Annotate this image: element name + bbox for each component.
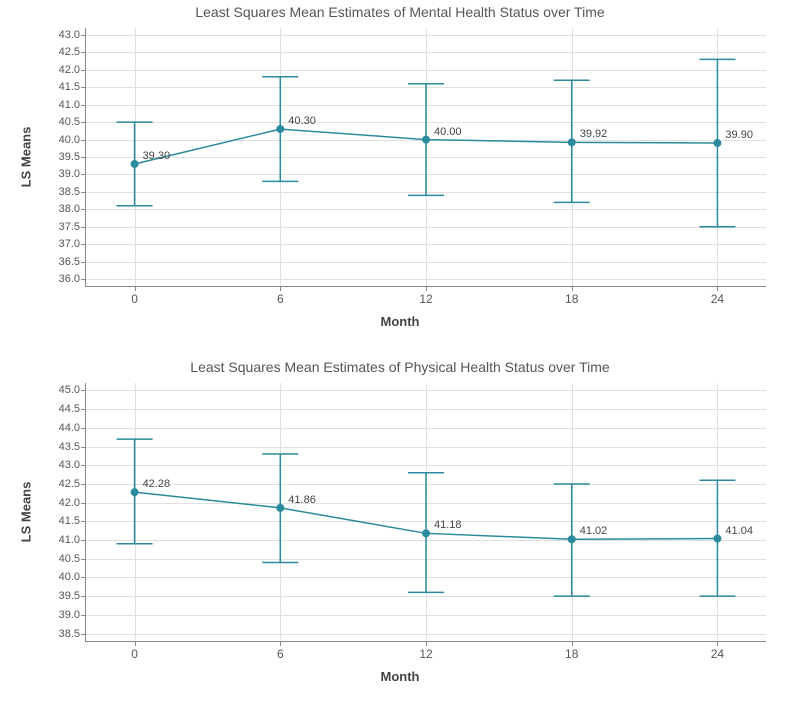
y-tick-label: 39.5 (59, 151, 86, 163)
y-tick-label: 42.0 (59, 497, 86, 509)
y-tick-label: 41.5 (59, 81, 86, 93)
x-tick-label: 18 (565, 286, 578, 306)
y-tick-label: 45.0 (59, 384, 86, 396)
y-tick-label: 43.0 (59, 29, 86, 41)
chart1-x-axis-label: Month (381, 314, 420, 329)
data-point-marker (422, 529, 430, 537)
data-point-marker (422, 136, 430, 144)
data-point-label: 41.02 (580, 525, 608, 537)
y-tick-label: 43.5 (59, 441, 86, 453)
data-point-label: 42.28 (143, 478, 171, 490)
data-point-label: 40.30 (288, 115, 316, 127)
chart1-title: Least Squares Mean Estimates of Mental H… (0, 4, 800, 20)
data-point-label: 41.18 (434, 519, 462, 531)
x-tick-label: 6 (277, 286, 284, 306)
chart-svg-overlay (86, 28, 766, 286)
y-tick-label: 39.0 (59, 168, 86, 180)
chart-svg-overlay (86, 383, 766, 641)
y-tick-label: 37.5 (59, 221, 86, 233)
data-point-label: 41.86 (288, 494, 316, 506)
x-tick-label: 18 (565, 641, 578, 661)
y-tick-label: 36.0 (59, 273, 86, 285)
data-point-marker (713, 139, 721, 147)
chart2-x-axis-label: Month (381, 669, 420, 684)
x-tick-label: 12 (419, 286, 432, 306)
x-tick-label: 24 (711, 286, 724, 306)
data-point-label: 39.92 (580, 128, 608, 140)
data-point-label: 39.90 (725, 129, 753, 141)
page-root: Least Squares Mean Estimates of Mental H… (0, 0, 800, 713)
y-tick-label: 38.0 (59, 203, 86, 215)
y-tick-label: 44.0 (59, 422, 86, 434)
data-point-label: 39.30 (143, 150, 171, 162)
chart2-title: Least Squares Mean Estimates of Physical… (0, 359, 800, 375)
data-point-marker (713, 535, 721, 543)
chart2-y-axis-label: LS Means (19, 482, 34, 543)
y-tick-label: 40.5 (59, 553, 86, 565)
chart2-plot-area: 38.539.039.540.040.541.041.542.042.543.0… (85, 383, 766, 642)
data-point-marker (568, 535, 576, 543)
y-tick-label: 44.5 (59, 403, 86, 415)
data-point-label: 41.04 (725, 525, 753, 537)
y-tick-label: 41.5 (59, 515, 86, 527)
y-tick-label: 43.0 (59, 459, 86, 471)
x-tick-label: 0 (131, 641, 138, 661)
y-tick-label: 40.0 (59, 571, 86, 583)
y-tick-label: 41.0 (59, 534, 86, 546)
y-tick-label: 36.5 (59, 256, 86, 268)
y-tick-label: 39.0 (59, 609, 86, 621)
y-tick-label: 42.0 (59, 64, 86, 76)
data-point-label: 40.00 (434, 126, 462, 138)
data-point-marker (131, 488, 139, 496)
chart1-y-axis-label: LS Means (19, 127, 34, 188)
data-point-marker (276, 125, 284, 133)
x-tick-label: 24 (711, 641, 724, 661)
y-tick-label: 42.5 (59, 478, 86, 490)
physical-health-chart: Least Squares Mean Estimates of Physical… (0, 355, 800, 710)
data-point-marker (131, 160, 139, 168)
mental-health-chart: Least Squares Mean Estimates of Mental H… (0, 0, 800, 355)
x-tick-label: 12 (419, 641, 432, 661)
y-tick-label: 38.5 (59, 628, 86, 640)
y-tick-label: 38.5 (59, 186, 86, 198)
x-tick-label: 0 (131, 286, 138, 306)
y-tick-label: 40.5 (59, 116, 86, 128)
y-tick-label: 37.0 (59, 238, 86, 250)
y-tick-label: 42.5 (59, 46, 86, 58)
y-tick-label: 41.0 (59, 99, 86, 111)
data-point-marker (276, 504, 284, 512)
chart1-plot-area: 36.036.537.037.538.038.539.039.540.040.5… (85, 28, 766, 287)
data-point-marker (568, 138, 576, 146)
y-tick-label: 39.5 (59, 590, 86, 602)
y-tick-label: 40.0 (59, 134, 86, 146)
x-tick-label: 6 (277, 641, 284, 661)
